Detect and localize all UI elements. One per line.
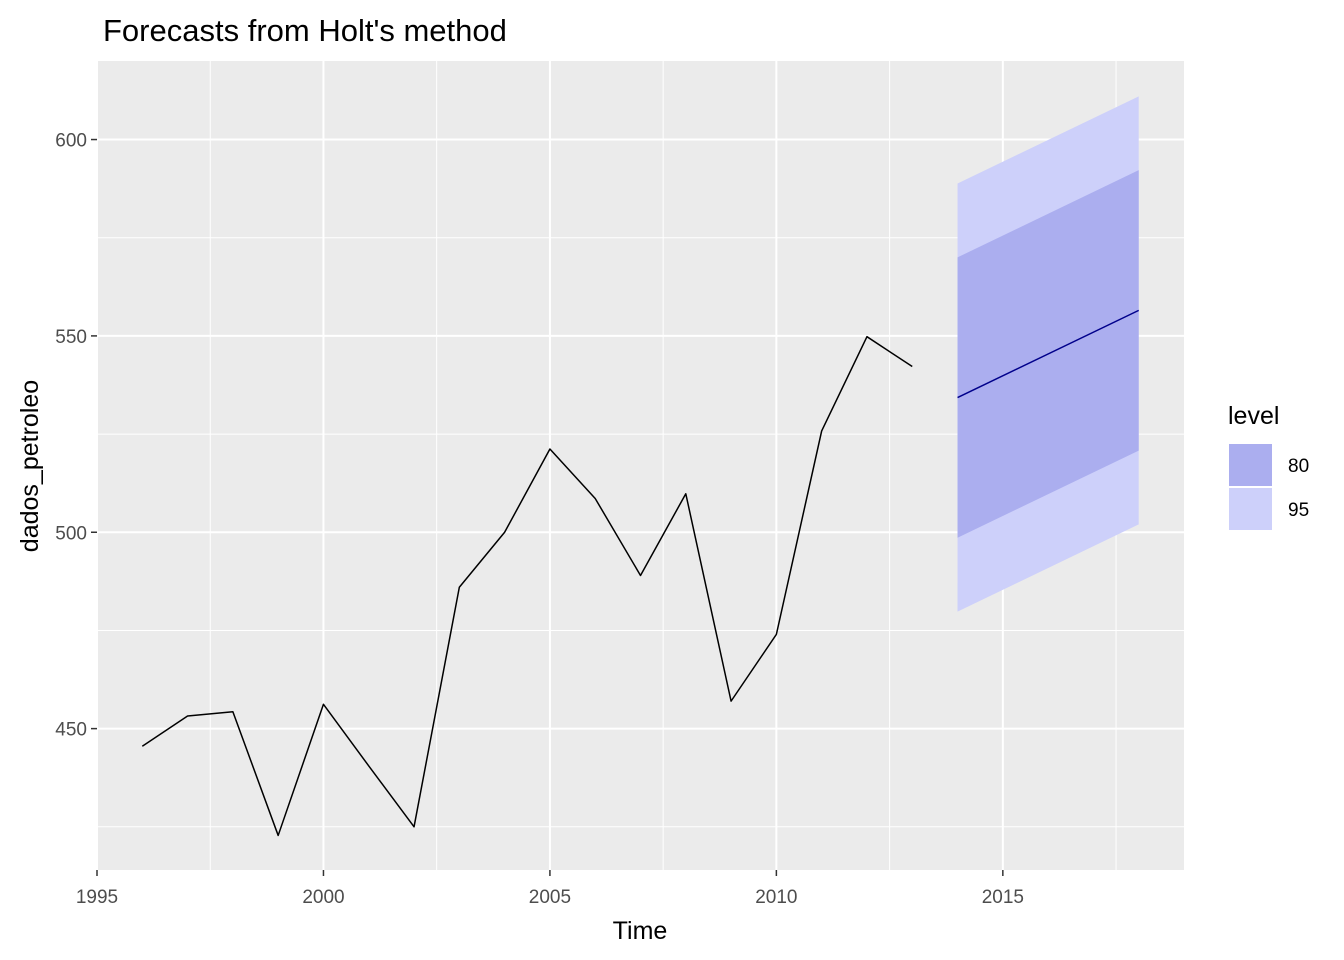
y-tick-label: 600 [55,131,87,152]
chart-title: Forecasts from Holt's method [103,13,507,48]
x-axis-title: Time [613,917,668,945]
x-tick-label: 2005 [529,887,571,908]
legend-key-95 [1229,488,1272,530]
y-tick-label: 450 [55,720,87,741]
observed-series-line [141,335,913,837]
y-axis: 450 500 550 600 [55,131,97,741]
y-tick-label: 500 [55,523,87,544]
series-lines [141,309,1140,837]
x-axis: 1995 2000 2005 2010 2015 [76,870,1024,908]
legend-key-80 [1229,444,1272,486]
legend-title: level [1228,402,1279,430]
forecast-mean-line [957,309,1140,399]
y-axis-title: dados_petroleo [16,380,44,552]
legend-label-80: 80 [1288,456,1309,477]
y-tick-label: 550 [55,327,87,348]
legend-label-95: 95 [1288,500,1309,521]
x-tick-label: 2000 [302,887,344,908]
x-tick-label: 2015 [982,887,1024,908]
x-tick-label: 2010 [755,887,797,908]
legend: level 80 95 [1228,402,1309,530]
x-tick-label: 1995 [76,887,118,908]
